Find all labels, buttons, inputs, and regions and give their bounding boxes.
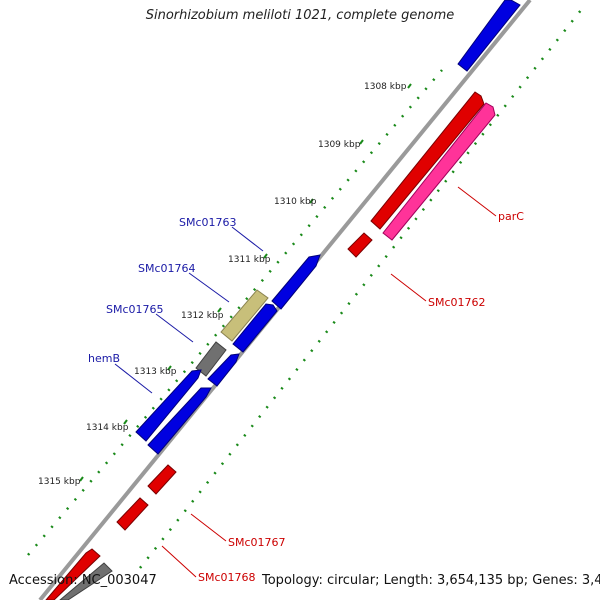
label-leader-lines xyxy=(114,186,497,578)
forward-strand-features xyxy=(135,0,521,455)
reverse-cds[interactable] xyxy=(116,497,149,531)
gene-label[interactable]: SMc01765 xyxy=(106,303,164,316)
reverse-cds[interactable] xyxy=(147,464,177,495)
forward-cds[interactable] xyxy=(232,303,278,353)
gray-feature[interactable] xyxy=(195,341,227,377)
forward-cds[interactable] xyxy=(135,369,202,442)
genome-summary-text: Topology: circular; Length: 3,654,135 bp… xyxy=(262,573,600,588)
gene-label[interactable]: SMc01768 xyxy=(198,571,256,584)
tick-ring-inner xyxy=(27,69,443,556)
forward-cds[interactable] xyxy=(271,254,321,310)
gray-feature[interactable] xyxy=(59,562,113,600)
gene-label[interactable]: parC xyxy=(498,210,524,223)
tick-label: 1310 kbp xyxy=(274,197,317,207)
tick-label: 1313 kbp xyxy=(134,367,177,377)
pink-feature[interactable] xyxy=(382,102,496,241)
forward-cds[interactable] xyxy=(457,0,521,72)
forward-cds[interactable] xyxy=(207,353,240,387)
forward-cds[interactable] xyxy=(147,387,212,455)
tick-ring-outer xyxy=(139,4,586,569)
reverse-cds[interactable] xyxy=(45,548,101,600)
gene-label[interactable]: SMc01763 xyxy=(179,216,237,229)
gene-label[interactable]: SMc01764 xyxy=(138,262,196,275)
tick-label: 1311 kbp xyxy=(228,255,271,265)
tick-marks xyxy=(79,83,412,482)
tick-label: 1314 kbp xyxy=(86,423,129,433)
reverse-cds[interactable] xyxy=(347,232,373,258)
reverse-strand-features xyxy=(45,91,496,600)
tick-label: 1315 kbp xyxy=(38,477,81,487)
khaki-feature[interactable] xyxy=(220,289,269,342)
tick-label: 1312 kbp xyxy=(181,311,224,321)
tick-label: 1308 kbp xyxy=(364,82,407,92)
gene-label[interactable]: SMc01762 xyxy=(428,296,486,309)
gene-label[interactable]: SMc01767 xyxy=(228,536,286,549)
tick-label: 1309 kbp xyxy=(318,140,361,150)
map-title: Sinorhizobium meliloti 1021, complete ge… xyxy=(145,8,455,23)
reverse-cds[interactable] xyxy=(370,91,485,230)
gene-label[interactable]: hemB xyxy=(88,352,120,365)
accession-text: Accession: NC_003047 xyxy=(9,573,157,588)
